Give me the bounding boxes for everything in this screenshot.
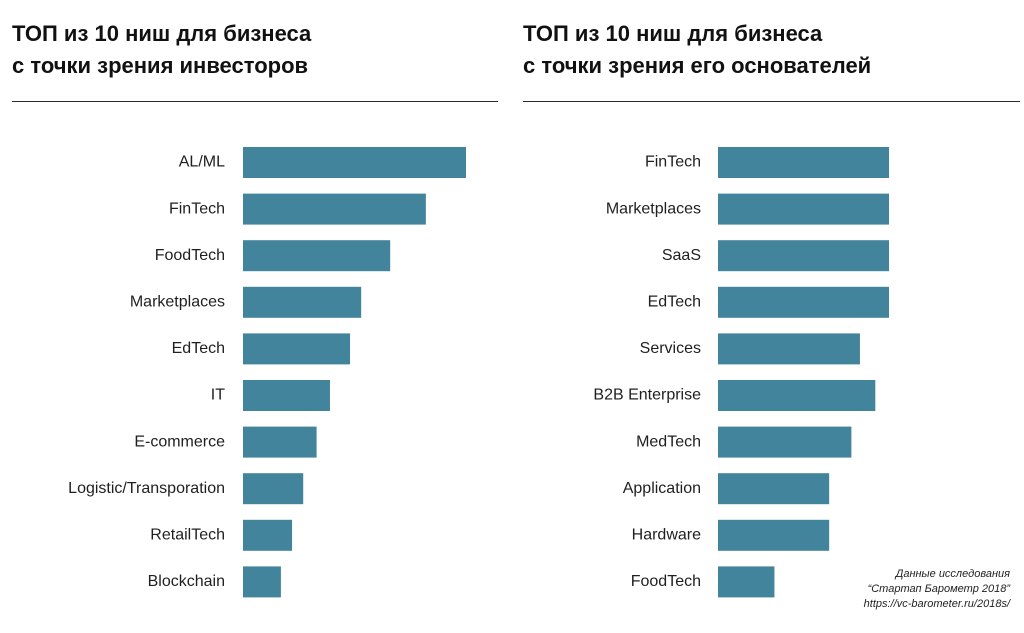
bar — [243, 519, 293, 551]
category-label: Application — [623, 480, 701, 497]
category-label: Blockchain — [148, 573, 225, 590]
category-label: Marketplaces — [130, 294, 225, 311]
bar — [718, 519, 830, 551]
category-label: Logistic/Transporation — [68, 480, 225, 497]
category-label: MedTech — [636, 433, 701, 450]
category-label: FoodTech — [155, 247, 225, 264]
bar — [718, 333, 860, 365]
chart-title-line-1: ТОП из 10 ниш для бизнеса — [12, 21, 312, 46]
bar — [243, 380, 330, 411]
bar — [718, 566, 775, 598]
category-label: Services — [640, 340, 701, 357]
chart-title: ТОП из 10 ниш для бизнеса с точки зрения… — [523, 18, 871, 82]
bar — [718, 473, 830, 505]
bar — [243, 147, 466, 178]
category-label: AL/ML — [179, 154, 225, 171]
source-note: Данные исследования “Стартап Барометр 20… — [864, 567, 1010, 612]
title-divider — [12, 101, 498, 102]
bar-chart-investors: AL/ML FinTech FoodTech Marketplaces EdTech IT… — [68, 147, 466, 598]
category-label: FinTech — [645, 154, 701, 171]
category-label: RetailTech — [150, 527, 225, 544]
category-label: B2B Enterprise — [593, 387, 701, 404]
chart-title-line-1: ТОП из 10 ниш для бизнеса — [523, 21, 823, 46]
title-divider — [523, 101, 1020, 102]
bar — [718, 193, 889, 225]
bar — [243, 240, 391, 272]
category-label: Hardware — [632, 527, 701, 544]
category-label: EdTech — [648, 294, 701, 311]
category-label: EdTech — [172, 340, 225, 357]
chart-title-line-2: с точки зрения его основателей — [523, 53, 872, 78]
bar — [718, 240, 889, 272]
bar — [718, 147, 889, 178]
bar — [243, 333, 351, 365]
source-note-line-3: https://vc-barometer.ru/2018s/ — [863, 598, 1010, 610]
bar — [243, 286, 362, 318]
bar — [718, 380, 876, 411]
source-note-line-2: “Стартап Барометр 2018” — [867, 583, 1010, 595]
bar — [243, 566, 281, 598]
source-note-line-1: Данные исследования — [895, 568, 1010, 580]
category-label: E-commerce — [134, 433, 225, 450]
chart-panel-founders: ТОП из 10 ниш для бизнеса с точки зрения… — [512, 0, 1024, 633]
category-label: Marketplaces — [606, 200, 701, 217]
chart-title-line-2: с точки зрения инвесторов — [12, 53, 309, 78]
category-label: FinTech — [169, 200, 225, 217]
bar — [243, 473, 304, 505]
category-label: FoodTech — [631, 573, 701, 590]
bar — [243, 426, 317, 458]
bar-chart-founders: FinTech Marketplaces SaaS EdTech Services B2B… — [593, 147, 889, 598]
category-label: IT — [211, 387, 225, 404]
category-label: SaaS — [662, 247, 701, 264]
bar — [718, 426, 852, 458]
chart-title: ТОП из 10 ниш для бизнеса с точки зрения… — [12, 18, 311, 82]
bar — [718, 286, 889, 318]
chart-panel-investors: ТОП из 10 ниш для бизнеса с точки зрения… — [12, 18, 498, 598]
bar — [243, 193, 426, 225]
